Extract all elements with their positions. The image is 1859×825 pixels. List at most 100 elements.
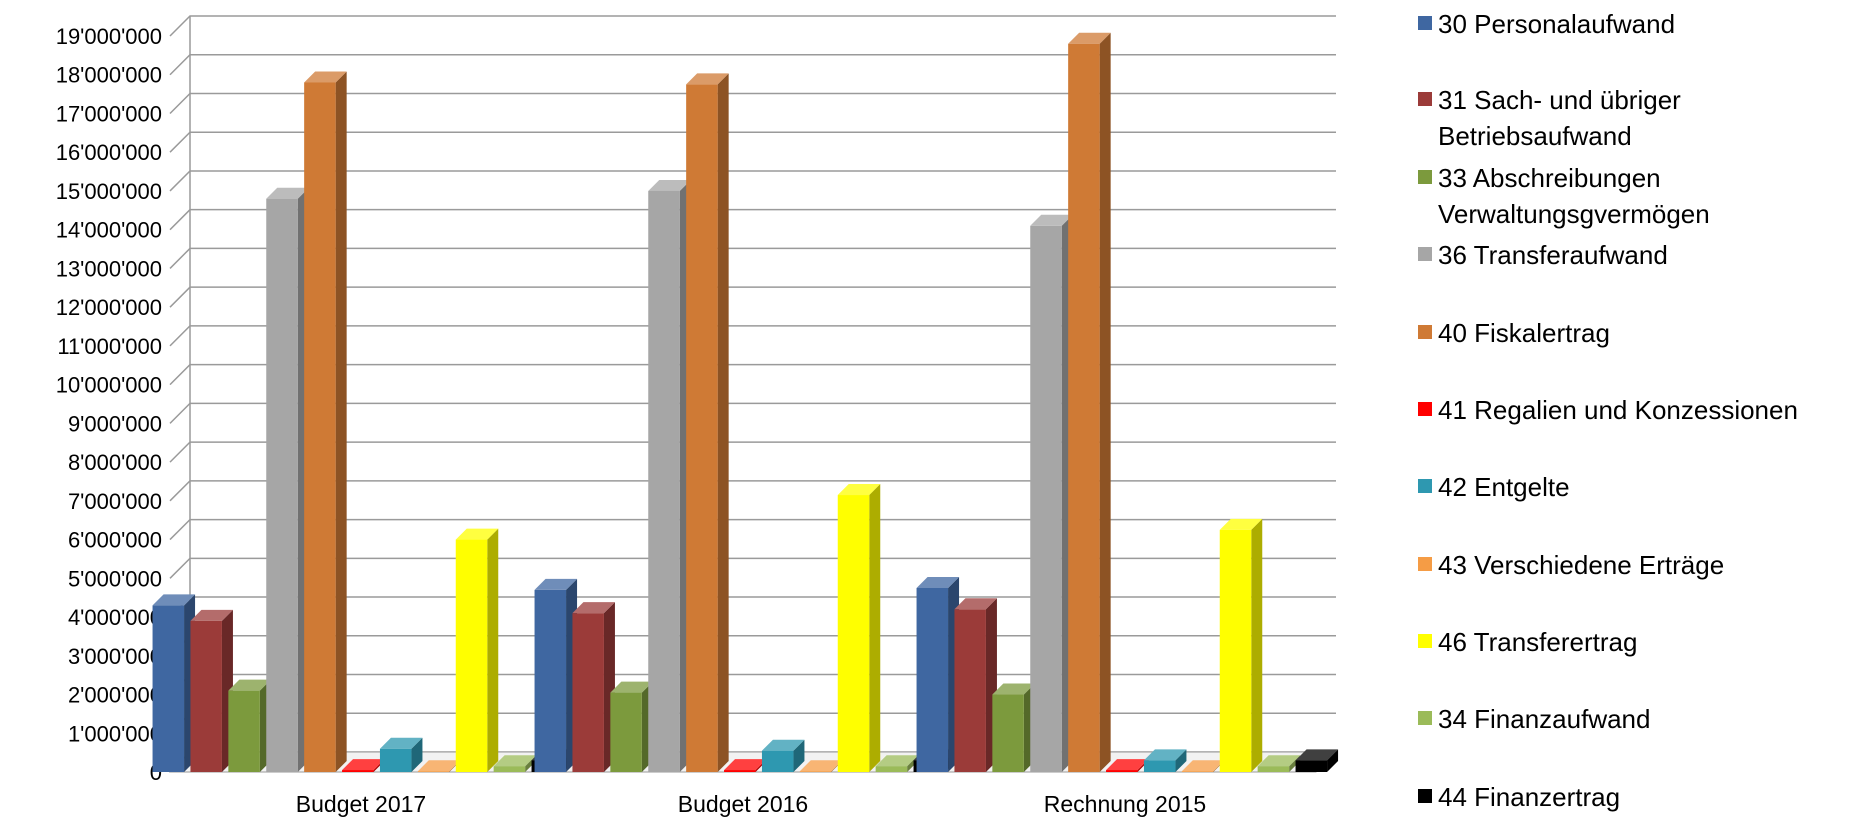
- bar-front: [648, 190, 680, 772]
- bar-front: [1181, 771, 1214, 772]
- bar-front: [1068, 43, 1100, 772]
- legend-item: 33 Abschreibungen Verwaltungsgvermögen: [1418, 160, 1710, 232]
- legend-item: 34 Finanzaufwand: [1418, 701, 1650, 737]
- bar-front: [455, 539, 488, 772]
- bar-top: [304, 71, 347, 83]
- bar-side: [869, 484, 881, 772]
- bar-front: [686, 84, 718, 773]
- bar-side: [1099, 32, 1111, 772]
- bar: [1030, 214, 1073, 772]
- y-tick-label: 14'000'000: [56, 218, 162, 243]
- gridline: [169, 92, 1336, 115]
- bar-front: [837, 495, 870, 772]
- gridline: [169, 557, 1336, 579]
- bar: [837, 484, 881, 772]
- bar: [916, 577, 960, 772]
- bar: [266, 187, 309, 773]
- legend-label: 34 Finanzaufwand: [1438, 704, 1651, 734]
- bar-top: [992, 683, 1035, 695]
- bar-top: [152, 594, 196, 606]
- bar-front: [304, 82, 336, 773]
- y-tick-label: 19'000'000: [56, 24, 162, 49]
- bar-top: [228, 679, 271, 691]
- bar: [152, 594, 196, 772]
- bar-top: [610, 681, 653, 693]
- legend-item: 44 Finanzertrag: [1418, 779, 1620, 815]
- bar-top: [417, 760, 461, 772]
- gridline: [169, 208, 1336, 231]
- bar-front: [724, 770, 756, 772]
- legend-item: 42 Entgelte: [1418, 469, 1570, 505]
- bar-top: [1219, 518, 1263, 530]
- legend-item: 46 Transferertrag: [1418, 624, 1637, 660]
- bar-top: [572, 602, 615, 614]
- bar-side: [411, 737, 423, 772]
- bar-front: [1257, 766, 1290, 772]
- bar-top: [342, 759, 385, 771]
- bar: [1295, 749, 1339, 772]
- legend-item: 40 Fiskalertrag: [1418, 315, 1610, 351]
- gridline: [169, 325, 1336, 347]
- bar-front: [954, 609, 986, 772]
- bar-top: [761, 739, 805, 751]
- bar-front: [190, 620, 222, 772]
- gridline: [169, 402, 1336, 424]
- bar-top: [1143, 749, 1187, 761]
- y-tick-label: 18'000'000: [56, 63, 162, 88]
- bar-front: [379, 748, 412, 772]
- bar-top: [799, 760, 843, 772]
- bar-front: [152, 605, 185, 772]
- legend-label: 40 Fiskalertrag: [1438, 318, 1610, 348]
- bar-front: [1106, 770, 1138, 772]
- y-tick-label: 4'000'000: [68, 605, 162, 630]
- legend-swatch: [1418, 325, 1432, 339]
- bar: [455, 528, 499, 772]
- bar-front: [610, 692, 642, 772]
- bar: [686, 73, 729, 773]
- gridline: [169, 480, 1336, 502]
- bar-top: [455, 528, 499, 540]
- bar: [572, 602, 615, 772]
- bar-side: [1251, 518, 1263, 772]
- bar-side: [717, 73, 729, 773]
- bar: [534, 578, 578, 772]
- legend: 30 Personalaufwand 31 Sach- und übriger …: [1418, 0, 1858, 825]
- y-tick-label: 7'000'000: [68, 489, 162, 514]
- bar-chart: 01'000'0002'000'0003'000'0004'000'0005'0…: [56, 15, 1339, 817]
- bar: [1068, 32, 1111, 772]
- bar: [648, 179, 691, 772]
- bar-front: [534, 589, 567, 772]
- legend-label: 31 Sach- und übriger Betriebsaufwand: [1438, 85, 1681, 151]
- bar-front: [572, 613, 604, 772]
- bar-top: [1106, 759, 1149, 771]
- bar-front: [916, 588, 949, 772]
- bar-top: [190, 609, 233, 621]
- bar-side: [335, 71, 347, 773]
- legend-swatch: [1418, 789, 1432, 803]
- bar-top: [1181, 760, 1225, 772]
- gridline: [169, 363, 1336, 386]
- legend-label: 42 Entgelte: [1438, 472, 1570, 502]
- bar-front: [875, 766, 908, 772]
- bar-front: [228, 690, 260, 772]
- legend-item: 41 Regalien und Konzessionen: [1418, 392, 1798, 428]
- legend-item: 36 Transferaufwand: [1418, 237, 1668, 273]
- bar: [228, 679, 271, 772]
- bar-top: [916, 577, 960, 588]
- bar: [954, 598, 997, 772]
- bar: [1219, 518, 1263, 772]
- bar-top: [534, 578, 578, 590]
- legend-label: 44 Finanzertrag: [1438, 782, 1621, 812]
- bar-top: [954, 598, 997, 610]
- bar: [304, 71, 347, 773]
- bar-front: [266, 198, 298, 773]
- gridline: [169, 518, 1336, 541]
- bar: [190, 609, 233, 772]
- bar-front: [1295, 760, 1328, 772]
- bar-front: [342, 770, 374, 772]
- bar: [379, 737, 423, 772]
- gridline: [169, 247, 1336, 269]
- y-tick-label: 11'000'000: [57, 334, 162, 359]
- gridline: [169, 15, 1336, 37]
- legend-swatch: [1418, 247, 1432, 261]
